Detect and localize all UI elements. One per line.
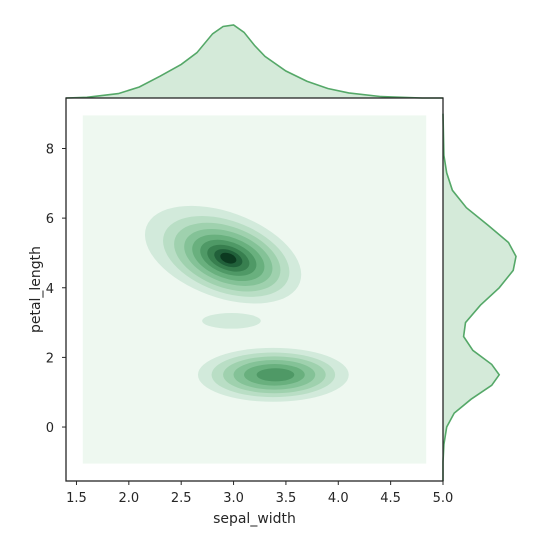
x-axis-ticks: 1.5 2.0 2.5 3.0 3.5 4.0 4.5 5.0 [66,481,453,506]
x-tick-label-2: 2.5 [171,491,192,506]
x-tick-label-4: 3.5 [276,491,297,506]
kde-contour-upper-9 [220,252,237,264]
marginal-y-fill [443,113,516,481]
x-tick-label-1: 2.0 [118,491,139,506]
x-axis-label: sepal_width [213,511,296,527]
plot-frame [65,97,444,482]
marginal-y-curve [442,113,517,481]
marginal-y-density [442,113,517,481]
x-tick-label-5: 4.0 [328,491,349,506]
kde-contours [144,205,349,402]
marginal-x-density [65,24,443,99]
kde-contour-lower-6 [256,368,295,382]
y-tick-label-2: 4 [46,282,54,297]
y-axis-label: petal_length [28,246,44,333]
y-tick-label-1: 2 [46,351,54,366]
x-tick-label-3: 3.0 [223,491,244,506]
y-tick-label-4: 8 [46,142,54,157]
y-axis-ticks: 0 2 4 6 8 [46,142,66,436]
kde-contour-bridge [202,313,261,329]
x-tick-label-6: 4.5 [380,491,401,506]
marginal-x-fill [66,25,443,98]
marginal-x-curve [65,24,443,99]
x-tick-label-0: 1.5 [66,491,87,506]
x-tick-label-7: 5.0 [433,491,454,506]
y-tick-label-0: 0 [46,421,54,436]
y-tick-label-3: 6 [46,212,54,227]
